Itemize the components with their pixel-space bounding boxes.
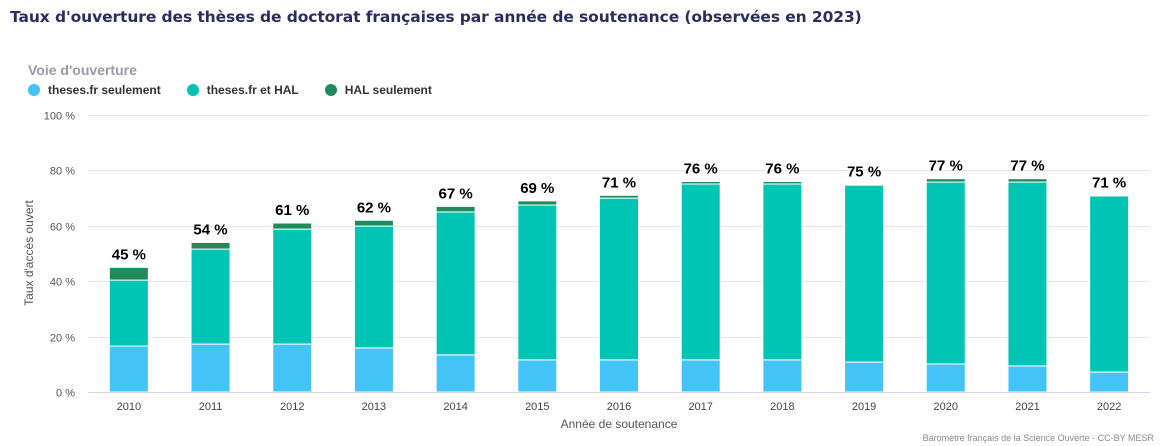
bar-segment-2010-theses-fr-seulement[interactable] — [108, 345, 149, 393]
y-tick-label: 20 % — [50, 333, 75, 345]
x-tick-label: 2017 — [688, 401, 712, 413]
bar-segment-2020-theses-fr-et-hal[interactable] — [925, 181, 966, 365]
bar-segment-2014-theses-fr-et-hal[interactable] — [435, 211, 476, 356]
bar-segment-2013-hal-seulement[interactable] — [353, 219, 394, 227]
bar-segment-2015-theses-fr-et-hal[interactable] — [517, 204, 558, 361]
total-label-2020: 77 % — [929, 158, 963, 175]
total-label-2022: 71 % — [1092, 174, 1126, 191]
x-tick-label: 2011 — [199, 401, 223, 413]
bar-segment-2022-theses-fr-seulement[interactable] — [1089, 371, 1130, 393]
bar-segment-2021-theses-fr-et-hal[interactable] — [1007, 181, 1048, 367]
bar-segment-2011-theses-fr-et-hal[interactable] — [190, 248, 231, 345]
legend-item-theses-fr-et-hal[interactable]: theses.fr et HAL — [186, 83, 299, 97]
bar-segment-2013-theses-fr-seulement[interactable] — [353, 347, 394, 393]
bar-segment-2020-hal-seulement[interactable] — [925, 178, 966, 183]
bar-segment-2017-theses-fr-et-hal[interactable] — [680, 183, 721, 361]
legend-swatch-theses-fr-et-hal — [186, 84, 199, 96]
bar-segment-2019-theses-fr-et-hal[interactable] — [844, 184, 885, 363]
bar-segment-2022-theses-fr-et-hal[interactable] — [1089, 195, 1130, 373]
legend-label: theses.fr seulement — [48, 83, 161, 97]
legend-item-theses-fr-seulement[interactable]: theses.fr seulement — [28, 83, 161, 97]
total-label-2021: 77 % — [1010, 158, 1044, 175]
bar-segment-2015-theses-fr-seulement[interactable] — [517, 359, 558, 393]
x-axis-title: Année de soutenance — [561, 417, 678, 431]
bar-segment-2018-theses-fr-et-hal[interactable] — [762, 183, 803, 361]
bar-segment-2021-theses-fr-seulement[interactable] — [1007, 365, 1048, 393]
y-axis-ticks: 0 % 20 % 40 % 60 % 80 % 100 % — [44, 111, 75, 400]
bar-segment-2021-hal-seulement[interactable] — [1007, 178, 1048, 183]
bar-segment-2016-theses-fr-et-hal[interactable] — [599, 197, 639, 361]
x-tick-label: 2018 — [770, 401, 794, 413]
bar-segment-2016-hal-seulement[interactable] — [599, 194, 639, 199]
legend-swatch-theses-fr-seulement — [28, 84, 40, 96]
legend: theses.fr seulement theses.fr et HAL HAL… — [28, 83, 432, 97]
x-tick-label: 2021 — [1015, 401, 1039, 413]
bar-segment-2010-theses-fr-et-hal[interactable] — [108, 279, 149, 347]
bar-segment-2010-hal-seulement[interactable] — [108, 266, 149, 281]
x-tick-label: 2020 — [934, 401, 958, 413]
x-tick-label: 2016 — [607, 401, 631, 413]
legend-swatch-hal-seulement — [324, 84, 337, 96]
legend-title: Voie d'ouverture — [28, 62, 137, 78]
bar-segment-2015-hal-seulement[interactable] — [517, 200, 558, 206]
bar-segment-2016-theses-fr-seulement[interactable] — [599, 359, 639, 393]
bar-segment-2012-theses-fr-et-hal[interactable] — [272, 228, 313, 345]
bar-segment-2022-hal-seulement[interactable] — [1089, 194, 1130, 197]
y-axis-title: Taux d'accès ouvert — [22, 199, 36, 305]
x-tick-label: 2019 — [852, 401, 876, 413]
bar-segment-2011-hal-seulement[interactable] — [190, 241, 231, 250]
bar-segment-2012-hal-seulement[interactable] — [272, 222, 313, 230]
bar-segment-2011-theses-fr-seulement[interactable] — [190, 343, 231, 393]
chart-title: Taux d'ouverture des thèses de doctorat … — [10, 8, 862, 26]
bar-segment-2017-hal-seulement[interactable] — [680, 180, 721, 185]
x-tick-label: 2012 — [280, 401, 304, 413]
bar-segment-2013-theses-fr-et-hal[interactable] — [353, 225, 394, 349]
total-label-2013: 62 % — [357, 199, 391, 216]
bar-segment-2014-theses-fr-seulement[interactable] — [435, 354, 476, 393]
y-tick-label: 80 % — [50, 166, 75, 178]
bar-segment-2012-theses-fr-seulement[interactable] — [272, 343, 313, 393]
total-label-2019: 75 % — [847, 163, 881, 180]
legend-label: HAL seulement — [344, 83, 432, 97]
bars — [108, 178, 1130, 393]
credit-text: Baromètre français de la Science Ouverte… — [922, 433, 1154, 443]
bar-segment-2018-hal-seulement[interactable] — [762, 180, 803, 185]
bar-segment-2018-theses-fr-seulement[interactable] — [762, 359, 803, 393]
y-tick-label: 40 % — [50, 277, 75, 289]
bar-segment-2019-hal-seulement[interactable] — [844, 183, 885, 186]
x-tick-label: 2010 — [117, 401, 141, 413]
total-label-2018: 76 % — [765, 160, 799, 177]
x-axis-ticks: 2010 2011 2012 2013 2014 2015 2016 2017 2018 2019… — [117, 401, 1122, 413]
total-label-2011: 54 % — [193, 221, 227, 238]
y-tick-label: 60 % — [50, 222, 75, 234]
data-labels: 45 % 54 % 61 % 62 % 67 % 69 % 71 % 76 % 76 % 75 %… — [112, 158, 1127, 264]
x-tick-label: 2015 — [525, 401, 549, 413]
total-label-2014: 67 % — [439, 185, 473, 202]
y-tick-label: 0 % — [56, 388, 75, 400]
bar-segment-2020-theses-fr-seulement[interactable] — [925, 363, 966, 393]
bar-segment-2014-hal-seulement[interactable] — [435, 205, 476, 213]
bar-segment-2019-theses-fr-seulement[interactable] — [844, 361, 885, 393]
x-tick-label: 2022 — [1097, 401, 1121, 413]
total-label-2010: 45 % — [112, 246, 146, 263]
total-label-2015: 69 % — [520, 180, 554, 197]
total-label-2017: 76 % — [684, 160, 718, 177]
x-tick-label: 2013 — [362, 401, 386, 413]
y-tick-label: 100 % — [44, 111, 75, 123]
x-tick-label: 2014 — [443, 401, 467, 413]
total-label-2016: 71 % — [602, 174, 636, 191]
legend-label: theses.fr et HAL — [206, 83, 299, 97]
bar-segment-2017-theses-fr-seulement[interactable] — [680, 359, 721, 393]
legend-item-hal-seulement[interactable]: HAL seulement — [324, 83, 432, 97]
total-label-2012: 61 % — [275, 202, 309, 219]
